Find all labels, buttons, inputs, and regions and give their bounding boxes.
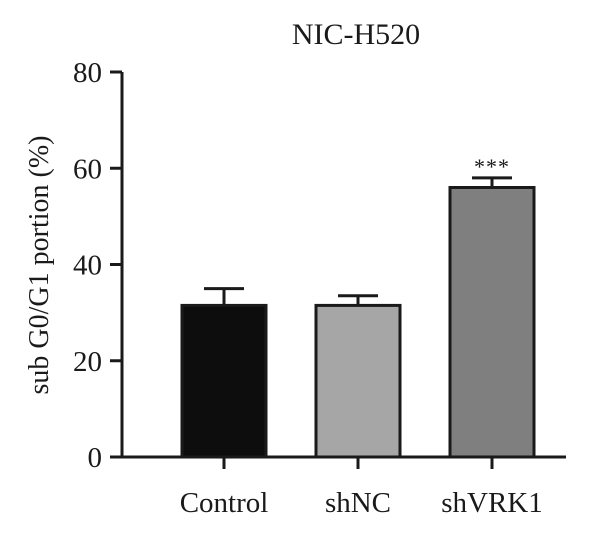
- category-label-shvrk1: shVRK1: [441, 487, 543, 519]
- bar-shnc: [314, 303, 402, 459]
- y-tick-label: 20: [73, 346, 102, 378]
- x-axis-categories: Control shNC shVRK1: [180, 457, 543, 519]
- category-label-control: Control: [180, 487, 269, 519]
- y-tick-label: 0: [88, 442, 103, 474]
- significance-marker: ***: [474, 154, 510, 179]
- bars-group: ***: [180, 154, 536, 459]
- bar-control: [180, 303, 268, 459]
- y-tick-label: 40: [73, 250, 102, 282]
- y-axis-label: sub G0/G1 portion (%): [24, 136, 55, 395]
- category-label-shnc: shNC: [325, 487, 391, 519]
- y-axis-ticks: 0 20 40 60 80: [73, 57, 122, 474]
- chart-title: NIC-H520: [292, 18, 420, 51]
- y-tick-label: 60: [73, 153, 102, 185]
- y-tick-label: 80: [73, 57, 102, 89]
- bar-shvrk1: [448, 186, 536, 459]
